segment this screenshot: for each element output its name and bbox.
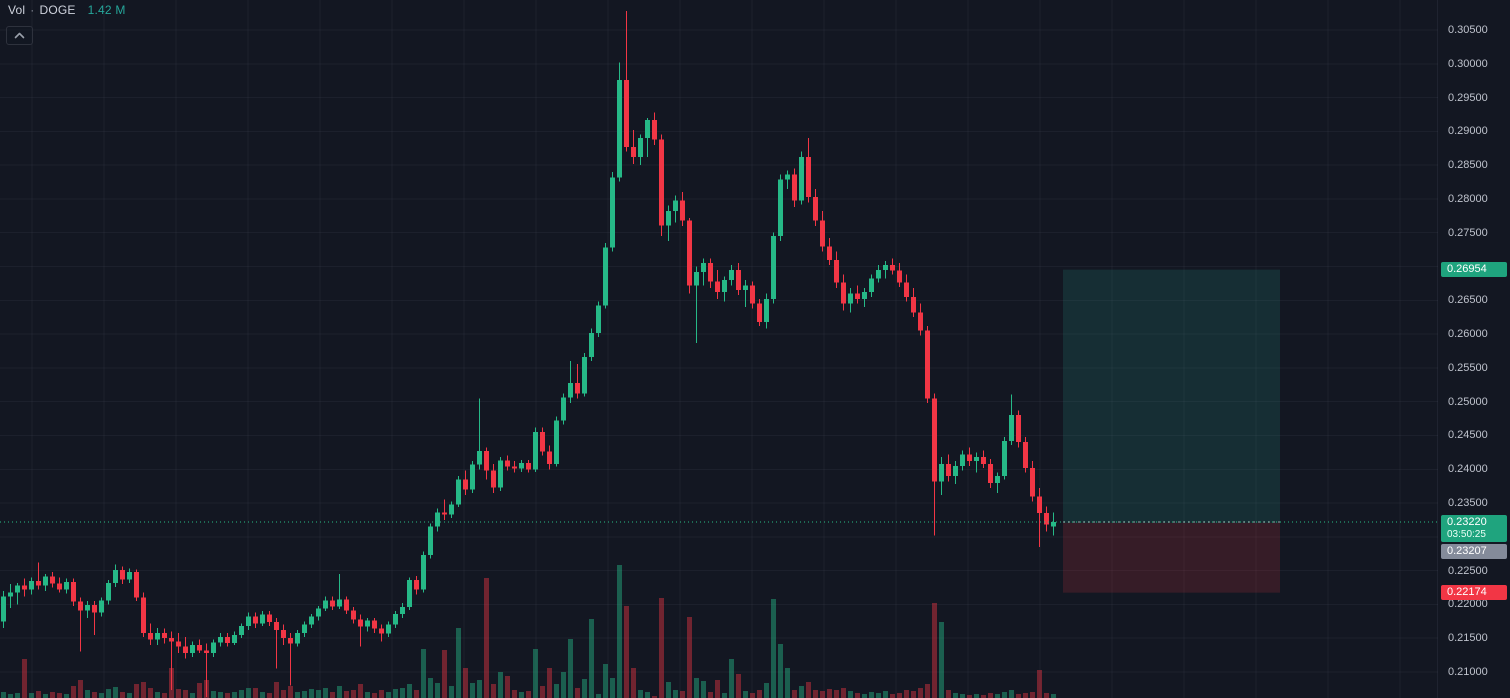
price-axis-label: 0.26000 [1448,328,1488,341]
legend-separator: · [30,3,35,17]
target-price-value: 0.26954 [1447,262,1487,275]
position-stop-price-badge[interactable]: 0.22174 [1441,584,1507,600]
price-axis-label: 0.24500 [1448,429,1488,442]
price-axis-label: 0.22500 [1448,564,1488,577]
symbol-name: DOGE [39,3,76,17]
price-axis-label: 0.27500 [1448,226,1488,239]
price-axis-label: 0.29500 [1448,91,1488,104]
price-axis-label: 0.26500 [1448,294,1488,307]
price-axis-label: 0.22000 [1448,598,1488,611]
long-position-profit-zone[interactable] [1063,269,1280,523]
grid-lines [0,0,1438,698]
price-axis-label: 0.21000 [1448,666,1488,678]
current-price-badge: 0.23220 03:50:25 [1441,514,1507,542]
stop-price-value: 0.22174 [1447,585,1487,598]
chevron-up-icon [14,32,25,39]
collapse-indicator-button[interactable] [6,26,33,45]
price-axis-label: 0.29000 [1448,125,1488,138]
position-target-price-badge[interactable]: 0.26954 [1441,261,1507,277]
price-axis-label: 0.23500 [1448,497,1488,510]
position-entry-price-badge[interactable]: 0.23207 [1441,543,1507,559]
price-axis-label: 0.21500 [1448,632,1488,645]
price-axis-label: 0.25500 [1448,361,1488,374]
long-position-loss-zone[interactable] [1063,522,1280,593]
price-axis-label: 0.30500 [1448,24,1488,36]
volume-value: 1.42 M [87,3,126,17]
current-price-value: 0.23220 [1447,515,1487,528]
entry-price-value: 0.23207 [1447,544,1487,557]
price-axis-label: 0.25000 [1448,395,1488,408]
price-axis-label: 0.28500 [1448,159,1488,172]
bar-close-countdown: 03:50:25 [1447,528,1486,540]
indicator-name: Vol [8,3,26,17]
volume-pane [1,565,1056,698]
price-axis-label: 0.24000 [1448,463,1488,476]
indicator-legend[interactable]: Vol · DOGE 1.42 M [8,3,126,17]
price-axis[interactable]: 0.26954 0.23220 03:50:25 0.23207 0.22174… [1437,0,1510,698]
price-axis-label: 0.28000 [1448,192,1488,205]
price-axis-label: 0.30000 [1448,57,1488,70]
candlestick-series [1,11,1056,698]
